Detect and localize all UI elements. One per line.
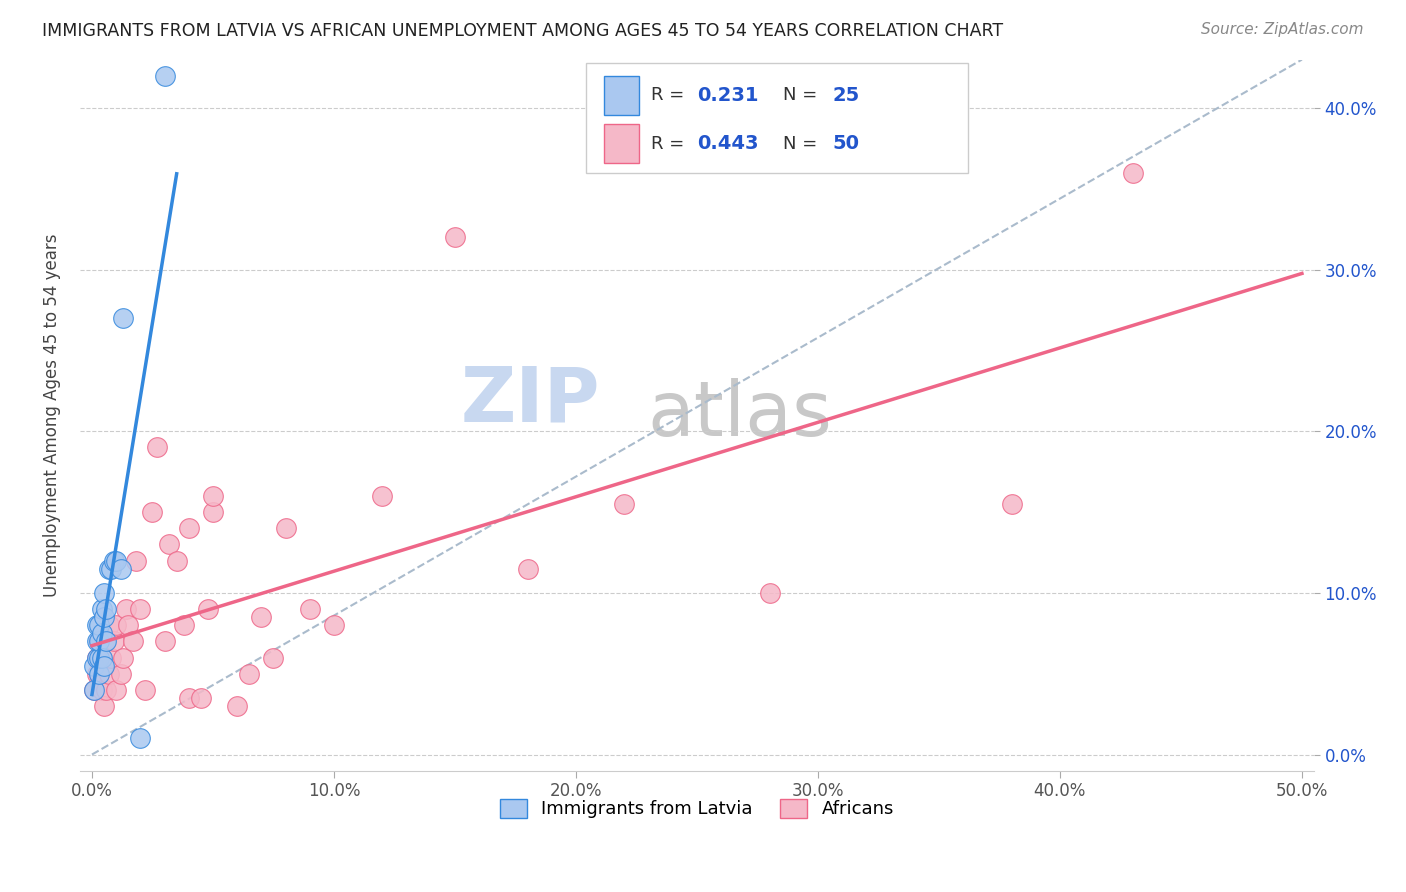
Point [100, 650, 122, 665]
Point [262, 650, 284, 665]
Text: ZIP: ZIP [461, 364, 600, 438]
Point [93, 699, 115, 714]
Text: 25: 25 [832, 86, 860, 104]
Point [1000, 497, 1022, 511]
Point [134, 682, 156, 697]
Point [83, 682, 105, 697]
Point [371, 489, 394, 503]
Point [93, 634, 115, 648]
Point [117, 618, 139, 632]
Text: 0.231: 0.231 [697, 86, 758, 104]
Point [93, 610, 115, 624]
Point [86, 666, 108, 681]
Point [129, 731, 152, 746]
Point [105, 682, 128, 697]
Point [146, 441, 169, 455]
Point [238, 666, 260, 681]
Point [197, 602, 219, 616]
Point [89, 618, 111, 632]
Point [90, 650, 112, 665]
Point [323, 618, 346, 632]
Point [97, 562, 120, 576]
Point [89, 634, 111, 648]
Point [122, 634, 145, 648]
Point [124, 553, 146, 567]
Text: 0.443: 0.443 [697, 134, 758, 153]
Y-axis label: Unemployment Among Ages 45 to 54 years: Unemployment Among Ages 45 to 54 years [44, 234, 60, 597]
Point [153, 634, 176, 648]
Point [201, 505, 224, 519]
Point [97, 666, 120, 681]
Point [86, 618, 108, 632]
Point [166, 553, 188, 567]
FancyBboxPatch shape [605, 124, 638, 162]
Point [89, 666, 111, 681]
Point [83, 682, 105, 697]
Point [105, 618, 128, 632]
Point [96, 634, 118, 648]
Point [105, 553, 128, 567]
Point [86, 650, 108, 665]
Point [177, 521, 200, 535]
Point [112, 311, 135, 326]
Point [86, 634, 108, 648]
Point [93, 658, 115, 673]
Point [89, 650, 111, 665]
Point [177, 690, 200, 705]
Point [89, 666, 111, 681]
Point [90, 650, 112, 665]
FancyBboxPatch shape [605, 76, 638, 115]
FancyBboxPatch shape [586, 63, 969, 173]
Point [96, 682, 118, 697]
Text: R =: R = [651, 135, 685, 153]
Point [201, 489, 224, 503]
Point [274, 521, 297, 535]
Point [89, 634, 111, 648]
Point [157, 537, 180, 551]
Point [90, 602, 112, 616]
Text: 50: 50 [832, 134, 859, 153]
Point [141, 505, 163, 519]
Point [103, 553, 125, 567]
Point [86, 650, 108, 665]
Point [112, 650, 135, 665]
Point [250, 610, 273, 624]
Point [103, 634, 125, 648]
Text: IMMIGRANTS FROM LATVIA VS AFRICAN UNEMPLOYMENT AMONG AGES 45 TO 54 YEARS CORRELA: IMMIGRANTS FROM LATVIA VS AFRICAN UNEMPL… [42, 22, 1004, 40]
Point [96, 602, 118, 616]
Text: N =: N = [783, 135, 817, 153]
Point [516, 562, 538, 576]
Point [758, 586, 780, 600]
Point [90, 626, 112, 640]
Point [613, 497, 636, 511]
Point [83, 658, 105, 673]
Point [444, 230, 467, 244]
Point [226, 699, 249, 714]
Point [153, 69, 176, 83]
Text: atlas: atlas [648, 378, 832, 452]
Point [1121, 166, 1143, 180]
Point [115, 602, 138, 616]
Point [110, 562, 132, 576]
Text: Source: ZipAtlas.com: Source: ZipAtlas.com [1201, 22, 1364, 37]
Legend: Immigrants from Latvia, Africans: Immigrants from Latvia, Africans [492, 792, 901, 826]
Point [93, 586, 115, 600]
Point [110, 666, 132, 681]
Point [100, 562, 122, 576]
Point [173, 618, 195, 632]
Text: R =: R = [651, 87, 685, 104]
Text: N =: N = [783, 87, 817, 104]
Point [97, 618, 120, 632]
Point [190, 690, 212, 705]
Point [90, 682, 112, 697]
Point [298, 602, 321, 616]
Point [129, 602, 152, 616]
